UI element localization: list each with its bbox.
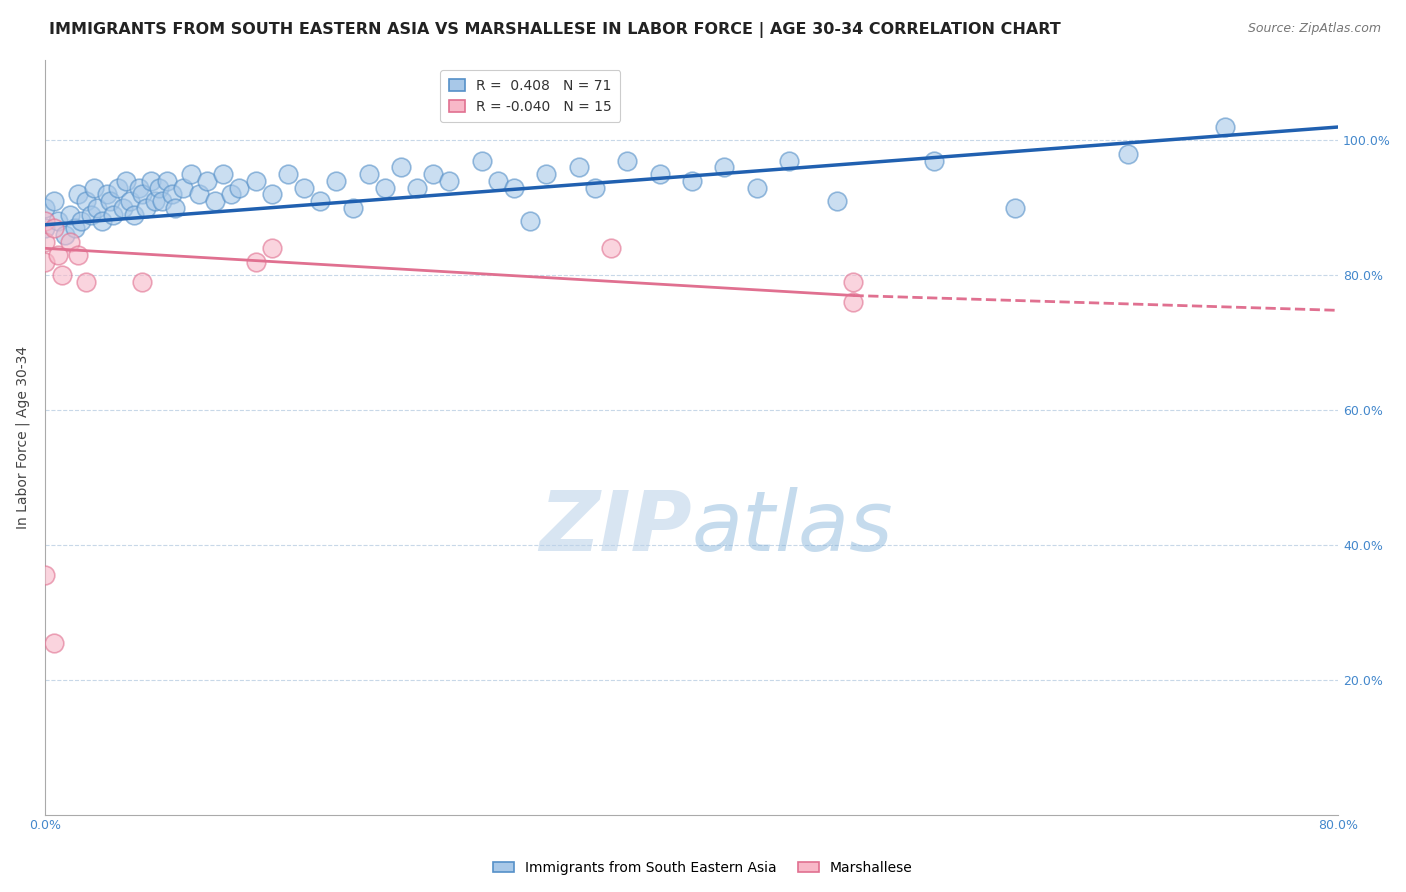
Point	[260, 187, 283, 202]
Point	[135, 201, 157, 215]
Point	[160, 187, 183, 202]
Point	[131, 275, 153, 289]
Point	[59, 208, 82, 222]
Point	[75, 275, 97, 289]
Point	[103, 208, 125, 222]
Point	[150, 194, 173, 209]
Point	[124, 208, 146, 222]
Point	[34, 235, 56, 249]
Point	[503, 180, 526, 194]
Point	[374, 180, 396, 194]
Point	[245, 255, 267, 269]
Point	[34, 201, 56, 215]
Point	[143, 194, 166, 209]
Y-axis label: In Labor Force | Age 30-34: In Labor Force | Age 30-34	[15, 345, 30, 529]
Point	[406, 180, 429, 194]
Point	[212, 167, 235, 181]
Point	[75, 194, 97, 209]
Point	[616, 153, 638, 168]
Point	[204, 194, 226, 209]
Point	[245, 174, 267, 188]
Point	[48, 248, 70, 262]
Point	[34, 255, 56, 269]
Point	[195, 174, 218, 188]
Point	[292, 180, 315, 194]
Point	[221, 187, 243, 202]
Point	[83, 180, 105, 194]
Point	[1116, 147, 1139, 161]
Point	[309, 194, 332, 209]
Legend: Immigrants from South Eastern Asia, Marshallese: Immigrants from South Eastern Asia, Mars…	[488, 855, 918, 880]
Point	[66, 248, 89, 262]
Point	[34, 214, 56, 228]
Point	[1004, 201, 1026, 215]
Point	[66, 187, 89, 202]
Point	[107, 180, 129, 194]
Point	[63, 221, 86, 235]
Point	[325, 174, 347, 188]
Point	[80, 208, 103, 222]
Point	[163, 201, 186, 215]
Point	[118, 194, 141, 209]
Point	[172, 180, 194, 194]
Point	[1213, 120, 1236, 134]
Point	[600, 241, 623, 255]
Point	[342, 201, 364, 215]
Point	[98, 194, 121, 209]
Text: ZIP: ZIP	[540, 487, 692, 568]
Point	[745, 180, 768, 194]
Point	[277, 167, 299, 181]
Point	[519, 214, 541, 228]
Point	[51, 268, 73, 283]
Legend: R =  0.408   N = 71, R = -0.040   N = 15: R = 0.408 N = 71, R = -0.040 N = 15	[440, 70, 620, 122]
Point	[389, 161, 412, 175]
Point	[148, 180, 170, 194]
Point	[112, 201, 135, 215]
Point	[486, 174, 509, 188]
Point	[139, 174, 162, 188]
Point	[357, 167, 380, 181]
Point	[59, 235, 82, 249]
Point	[260, 241, 283, 255]
Point	[681, 174, 703, 188]
Point	[778, 153, 800, 168]
Point	[128, 180, 150, 194]
Point	[91, 214, 114, 228]
Point	[180, 167, 202, 181]
Point	[439, 174, 461, 188]
Point	[34, 221, 56, 235]
Point	[53, 227, 76, 242]
Point	[827, 194, 849, 209]
Point	[48, 214, 70, 228]
Point	[842, 275, 865, 289]
Point	[115, 174, 138, 188]
Point	[713, 161, 735, 175]
Point	[228, 180, 250, 194]
Point	[536, 167, 558, 181]
Point	[156, 174, 179, 188]
Point	[922, 153, 945, 168]
Point	[842, 295, 865, 310]
Point	[42, 635, 65, 649]
Text: atlas: atlas	[692, 487, 893, 568]
Point	[471, 153, 494, 168]
Point	[34, 568, 56, 582]
Point	[648, 167, 671, 181]
Point	[86, 201, 108, 215]
Text: IMMIGRANTS FROM SOUTH EASTERN ASIA VS MARSHALLESE IN LABOR FORCE | AGE 30-34 COR: IMMIGRANTS FROM SOUTH EASTERN ASIA VS MA…	[49, 22, 1062, 38]
Point	[96, 187, 118, 202]
Point	[568, 161, 591, 175]
Point	[131, 187, 153, 202]
Point	[583, 180, 606, 194]
Point	[70, 214, 93, 228]
Text: Source: ZipAtlas.com: Source: ZipAtlas.com	[1247, 22, 1381, 36]
Point	[42, 221, 65, 235]
Point	[188, 187, 211, 202]
Point	[422, 167, 444, 181]
Point	[42, 194, 65, 209]
